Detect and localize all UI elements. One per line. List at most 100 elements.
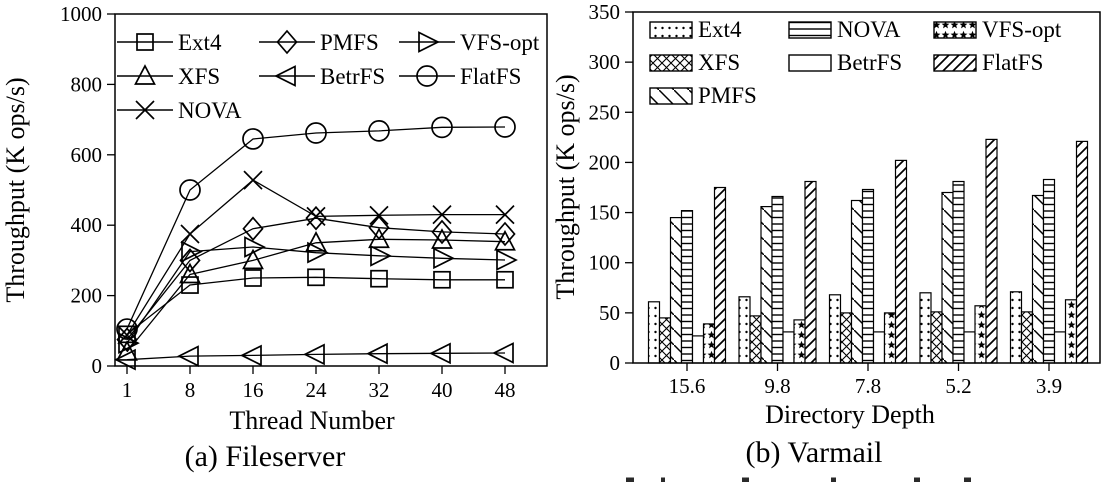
marker-xfs-32: [368, 227, 390, 249]
marker-xfs-8: [179, 262, 201, 284]
bar-nova-15.6: [680, 210, 694, 364]
bar-flatfs-7.8: [894, 159, 908, 364]
legend-item-pmfs: PMFS: [259, 29, 379, 55]
bar-betrfs-9.8: [782, 331, 795, 364]
marker-flatfs-32: [368, 120, 390, 142]
legend-marker-vfs-opt: [418, 31, 440, 53]
marker-betrfs-1: [114, 348, 136, 371]
marker-vfs-opt-48: [496, 249, 518, 271]
marker-betrfs-32: [366, 342, 388, 365]
bar-betrfs-7.8: [872, 331, 886, 364]
marker-pmfs-48: [494, 221, 516, 247]
legend-swatch-nova: [788, 21, 832, 39]
x-tick-label-16: 16: [243, 378, 264, 402]
x-tick-label-7.8: 7.8: [855, 374, 881, 398]
series-pmfs: [116, 205, 516, 352]
fileserver-line-chart: 0 200 400 600 800 1000 1 8 16 24 32 40 48 Throughput …: [1, 2, 548, 473]
series-line-betrfs: [126, 352, 506, 361]
legend-marker-flatfs: [416, 65, 438, 87]
y-tick-label-0: 0: [610, 351, 621, 375]
marker-vfs-opt-16: [244, 236, 266, 258]
marker-betrfs-48: [492, 342, 514, 364]
bar-xfs-7.8: [839, 312, 853, 364]
marker-xfs-40: [431, 228, 453, 249]
bar-pmfs-5.2: [941, 191, 954, 364]
bar-betrfs-3.9: [1053, 331, 1067, 364]
bar-ext4-5.2: [919, 292, 932, 364]
marker-nova-16: [243, 170, 263, 190]
legend-marker-betrfs: [274, 65, 296, 87]
y-tick-label-800: 800: [71, 72, 103, 96]
bar-xfs-15.6: [658, 317, 672, 364]
marker-pmfs-24: [305, 205, 327, 231]
legend-label-pmfs: PMFS: [320, 30, 379, 55]
bar-flatfs-5.2: [985, 138, 998, 364]
marker-flatfs-24: [305, 122, 327, 144]
bar-xfs-3.9: [1020, 311, 1034, 364]
legend-item-xfs: XFS: [117, 64, 220, 89]
legend-label-ext4: Ext4: [698, 17, 742, 42]
cropped-text-fragments: [626, 477, 971, 482]
legend-label-vfs-opt: VFS-opt: [982, 17, 1062, 42]
marker-betrfs-24: [303, 343, 325, 366]
legend-label-betrfs: BetrFS: [837, 50, 902, 75]
marker-ext4-48: [496, 270, 514, 289]
y-axis-label: Throughput (K ops/s): [1, 77, 30, 302]
cropped-text-fragment-2: [742, 477, 749, 482]
legend-swatch-ext4: [649, 21, 693, 39]
series-flatfs: [116, 116, 516, 340]
marker-flatfs-48: [494, 116, 516, 138]
marker-flatfs-16: [242, 128, 264, 150]
x-axis-label: Directory Depth: [765, 400, 935, 429]
series-line-xfs: [126, 238, 506, 353]
bar-group-3.9: [1009, 140, 1089, 364]
marker-betrfs-16: [240, 344, 262, 367]
y-tick-label-350: 350: [589, 0, 621, 24]
legend-label-ext4: Ext4: [178, 30, 222, 55]
bar-betrfs-5.2: [963, 331, 976, 364]
legend-item-ext4: Ext4: [649, 17, 742, 42]
marker-vfs-opt-32: [370, 244, 392, 267]
x-tick-label-48: 48: [495, 378, 516, 402]
bar-vfs-opt-9.8: [793, 319, 806, 364]
marker-ext4-24: [307, 268, 325, 287]
legend-label-flatfs: FlatFS: [460, 64, 521, 89]
bar-group-7.8: [828, 159, 908, 364]
cropped-text-fragment-0: [626, 477, 634, 482]
bar-ext4-15.6: [647, 301, 661, 364]
legend-label-flatfs: FlatFS: [982, 50, 1043, 75]
x-tick-label-9.8: 9.8: [764, 374, 790, 398]
legend-item-flatfs: FlatFS: [933, 50, 1043, 75]
legend-swatch-vfs-opt: [933, 21, 977, 39]
marker-pmfs-32: [368, 215, 390, 240]
marker-pmfs-8: [179, 248, 201, 273]
bar-ext4-7.8: [828, 294, 842, 364]
marker-pmfs-40: [431, 219, 453, 245]
bar-pmfs-9.8: [760, 206, 773, 364]
marker-nova-8: [180, 224, 200, 244]
x-tick-label-32: 32: [369, 378, 390, 402]
bar-group-15.6: [647, 186, 727, 364]
marker-betrfs-40: [429, 342, 451, 365]
series-layer: [114, 116, 518, 371]
marker-nova-32: [369, 205, 389, 225]
legend-marker-ext4: [136, 33, 154, 51]
varmail-bar-chart: 0 50 100 150 200 250 300 350 15.6 9.8 7.8 5.2 3.9 Thr…: [554, 0, 1101, 482]
marker-xfs-48: [494, 229, 516, 251]
marker-vfs-opt-24: [307, 241, 329, 264]
legend-label-xfs: XFS: [178, 64, 220, 89]
marker-ext4-40: [433, 270, 451, 289]
cropped-text-fragment-3: [831, 477, 836, 482]
x-tick-label-8: 8: [185, 378, 196, 402]
x-tick-label-3.9: 3.9: [1036, 374, 1062, 398]
panel-caption: (b) Varmail: [746, 436, 883, 469]
marker-nova-40: [432, 205, 452, 225]
bar-betrfs-15.6: [691, 335, 705, 364]
marker-ext4-16: [244, 269, 262, 287]
legend-item-flatfs: FlatFS: [399, 64, 521, 89]
bar-nova-9.8: [771, 195, 784, 364]
bar-vfs-opt-7.8: [883, 312, 897, 364]
legend-item-vfs-opt: VFS-opt: [399, 30, 540, 55]
bar-nova-3.9: [1042, 178, 1056, 364]
marker-flatfs-40: [431, 116, 453, 139]
